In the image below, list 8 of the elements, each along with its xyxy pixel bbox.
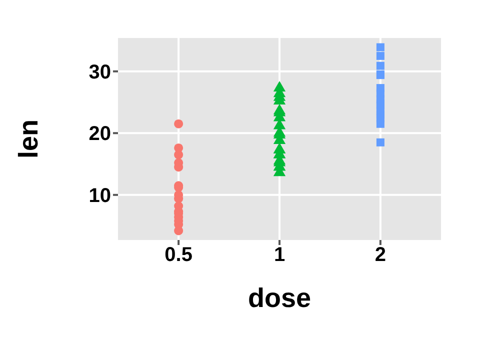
x-tick-label: 2	[374, 244, 386, 266]
x-tick-label: 1	[274, 244, 286, 266]
y-axis-title: len	[14, 119, 44, 159]
x-tick-label: 0.5	[164, 244, 192, 266]
y-tick-label: 30	[88, 61, 111, 84]
y-tick-label: 20	[88, 123, 111, 146]
y-tick-label: 10	[88, 185, 111, 208]
x-axis-title: dose	[248, 283, 312, 314]
